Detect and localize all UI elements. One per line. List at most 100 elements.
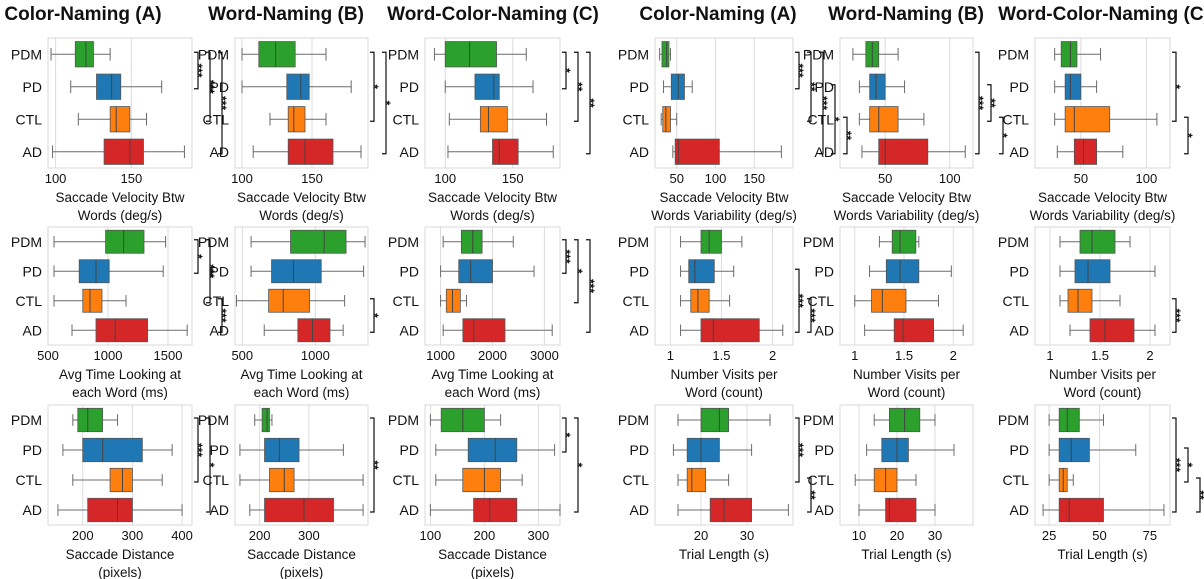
significance-stars: *** [816,96,830,110]
x-tick-label: 20 [694,528,708,543]
x-axis-label: Number Visits per [1049,367,1157,382]
significance-stars: *** [215,308,229,322]
x-tick-label: 300 [528,528,550,543]
significance-bracket [807,51,812,122]
group-label-ad: AD [1010,502,1029,518]
significance-bracket [807,298,812,333]
box-pdm [444,41,497,68]
box-ctl [287,106,306,133]
significance-stars: *** [191,443,205,457]
significance-stars: ** [1193,490,1204,500]
x-axis-label: Words Variability (deg/s) [651,208,797,223]
x-tick-label: 50 [878,171,892,186]
significance-stars: *** [792,63,806,77]
x-tick-label: 10 [852,528,866,543]
group-label-ctl: CTL [623,111,650,127]
group-label-pd: PD [1010,263,1029,279]
box-pd [869,73,886,100]
x-axis-label: Avg Time Looking at [59,367,181,382]
significance-bracket [586,239,591,333]
x-tick-label: 100 [420,528,442,543]
box-pdm [460,229,483,254]
group-label-pd: PD [815,79,834,95]
column-title-5: Word-Naming (B) [828,4,984,25]
group-label-pdm: PDM [388,412,419,428]
x-tick-label: 2 [769,348,776,363]
box-ctl [268,288,310,313]
x-tick-label: 150 [301,171,323,186]
x-axis-label: Words Variability (deg/s) [1030,208,1176,223]
significance-stars: *** [1169,458,1183,472]
significance-stars: ** [840,131,854,141]
group-label-pdm: PDM [198,234,229,250]
box-ctl [479,106,508,133]
x-tick-label: 1000 [426,348,455,363]
x-axis-label: Saccade Velocity Btw [428,190,557,205]
box-pd [458,259,493,284]
significance-bracket [206,417,211,513]
group-label-pdm: PDM [618,234,649,250]
group-label-ad: AD [210,502,229,518]
significance-stars: *** [215,96,229,110]
significance-bracket [975,51,980,155]
x-axis-label: each Word (ms) [72,385,168,400]
significance-bracket [574,51,579,122]
significance-bracket [194,417,199,483]
x-axis-label: Number Visits per [670,367,778,382]
group-label-pdm: PDM [803,46,834,62]
significance-bracket [807,477,812,513]
group-label-pd: PD [210,442,229,458]
x-axis-label: Saccade Velocity Btw [1038,190,1167,205]
significance-bracket [218,298,223,333]
group-label-ctl: CTL [16,472,43,488]
box-ctl [445,288,461,313]
box-pdm [700,407,730,433]
group-label-ctl: CTL [203,293,230,309]
box-ad [287,138,334,165]
box-pd [96,73,122,100]
significance-stars: * [571,463,585,468]
group-label-pdm: PDM [11,46,42,62]
group-label-pdm: PDM [388,234,419,250]
box-pdm [700,229,722,254]
panel-frame [1034,37,1171,169]
significance-stars: * [559,433,573,438]
box-ad [103,138,144,165]
box-ad [700,318,760,343]
group-label-pd: PD [23,79,42,95]
panel-frame [47,226,193,346]
box-ad [885,497,917,523]
significance-stars: *** [203,80,217,94]
x-axis-label: Saccade Distance [66,547,175,562]
x-tick-label: 30 [928,528,942,543]
significance-bracket [562,417,567,453]
box-ad [492,138,519,165]
group-label-ad: AD [400,144,419,160]
panel-frame [839,37,974,169]
x-tick-label: 1 [667,348,674,363]
x-axis-label: (pixels) [98,565,142,579]
box-pd [467,437,518,463]
group-label-ctl: CTL [623,472,650,488]
group-label-ctl: CTL [393,111,420,127]
box-pdm [74,41,94,68]
panel-frame [839,226,974,346]
x-axis-label: Trial Length (s) [679,547,769,562]
x-axis-label: Avg Time Looking at [431,367,553,382]
box-pd [885,259,920,284]
box-pd [271,259,322,284]
group-label-ctl: CTL [16,293,43,309]
group-label-ad: AD [23,144,42,160]
box-ad [709,497,753,523]
box-pd [1074,259,1111,284]
significance-bracket [370,417,375,513]
group-label-pdm: PDM [618,412,649,428]
box-ad [264,497,334,523]
significance-bracket [370,298,375,333]
x-tick-label: 200 [474,528,496,543]
group-label-ad: AD [1010,322,1029,338]
column-title-4: Color-Naming (A) [639,4,797,25]
x-axis-label: Saccade Velocity Btw [659,190,788,205]
box-pdm [1060,41,1078,68]
